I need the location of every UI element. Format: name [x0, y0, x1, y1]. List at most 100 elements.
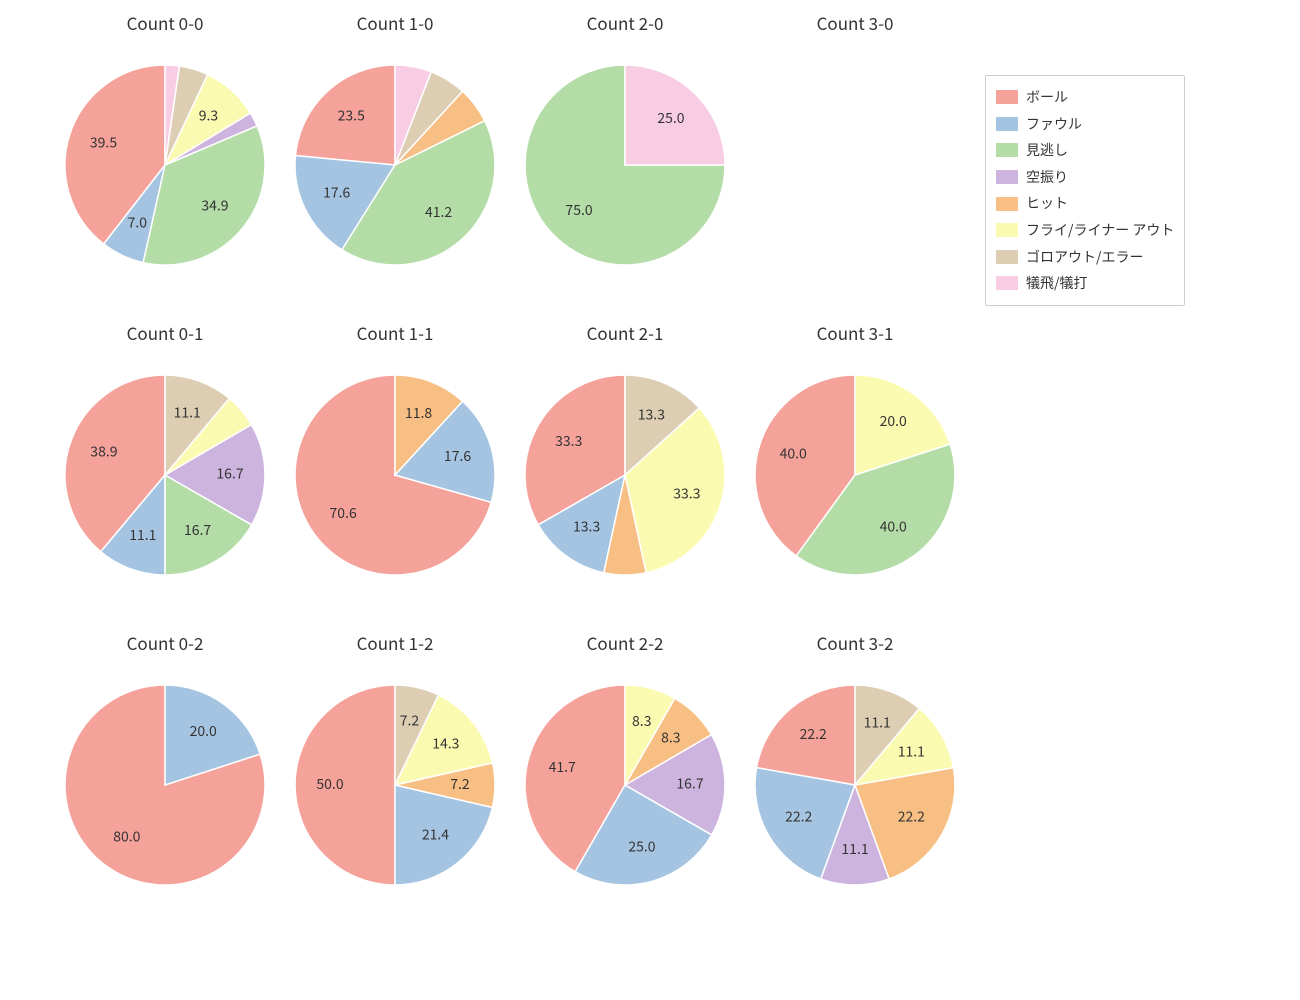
pie-holder: 39.57.034.99.3 — [50, 50, 280, 280]
slice-label: 16.7 — [216, 464, 243, 484]
pie-holder: 23.5 17.6 41.2 — [280, 50, 510, 280]
legend-label: ファウル — [1026, 111, 1082, 138]
pie-chart: 33.313.333.313.3 — [510, 360, 740, 590]
slice-label: 20.0 — [190, 721, 217, 741]
slice-label: 39.5 — [90, 133, 117, 153]
pie-chart: 75.025.0 — [510, 50, 740, 280]
slice-label: 22.2 — [785, 806, 812, 826]
panel-title: Count 0-1 — [50, 320, 280, 345]
legend-swatch — [996, 276, 1018, 290]
panel-c21: Count 2-133.313.333.313.3 — [510, 320, 740, 620]
slice-label: 41.2 — [425, 202, 452, 222]
pie-holder: 80.0 20.0 — [50, 670, 280, 900]
panel-title: Count 0-0 — [50, 10, 280, 35]
slice-label: 23.5 — [338, 106, 365, 126]
pie-chart: 70.617.611.8 — [280, 360, 510, 590]
legend-swatch — [996, 223, 1018, 237]
slice-label: 11.1 — [864, 713, 891, 733]
panel-c22: Count 2-2 41.7 25.0 16.7 8.3 8.3 — [510, 630, 740, 930]
legend-swatch — [996, 170, 1018, 184]
panel-c01: Count 0-1 38.9 11.1 16.7 16.7 11.1 — [50, 320, 280, 620]
slice-label: 40.0 — [780, 444, 807, 464]
slice-label: 7.0 — [128, 213, 148, 233]
slice-label: 25.0 — [628, 837, 655, 857]
pie-holder: 33.313.333.313.3 — [510, 360, 740, 590]
panel-title: Count 2-1 — [510, 320, 740, 345]
legend-item-hit: ヒット — [996, 190, 1174, 217]
panel-c12: Count 1-250.021.47.214.37.2 — [280, 630, 510, 930]
pie-chart: 80.0 20.0 — [50, 670, 280, 900]
legend: ボールファウル見逃し空振りヒットフライ/ライナー アウトゴロアウト/エラー犠飛/… — [985, 75, 1185, 306]
slice-label: 33.3 — [673, 484, 700, 504]
slice-label: 33.3 — [555, 431, 582, 451]
slice-label: 7.2 — [450, 774, 470, 794]
legend-item-swing: 空振り — [996, 164, 1174, 191]
panel-title: Count 3-2 — [740, 630, 970, 655]
pie-chart: 39.57.034.99.3 — [50, 50, 280, 280]
pie-holder: 22.222.211.122.211.111.1 — [740, 670, 970, 900]
slice-label: 75.0 — [565, 200, 592, 220]
panel-title: Count 1-0 — [280, 10, 510, 35]
slice-label: 17.6 — [323, 183, 350, 203]
slice-label: 16.7 — [184, 520, 211, 540]
panel-c30: Count 3-0 — [740, 10, 970, 310]
panel-title: Count 2-2 — [510, 630, 740, 655]
pie-chart: 40.0 40.0 20.0 — [740, 360, 970, 590]
legend-swatch — [996, 250, 1018, 264]
pie-holder: 41.7 25.0 16.7 8.3 8.3 — [510, 670, 740, 900]
slice-label: 11.1 — [841, 839, 868, 859]
slice-label: 41.7 — [549, 757, 576, 777]
slice-label: 11.1 — [174, 403, 201, 423]
pie-holder: 70.617.611.8 — [280, 360, 510, 590]
legend-label: フライ/ライナー アウト — [1026, 217, 1174, 244]
chart-root: Count 0-039.57.034.99.3Count 1-023.517.6… — [0, 0, 1300, 1000]
legend-label: 空振り — [1026, 164, 1068, 191]
legend-swatch — [996, 143, 1018, 157]
pie-chart: 22.222.211.122.211.111.1 — [740, 670, 970, 900]
panel-c10: Count 1-0 23.5 17.6 41.2 — [280, 10, 510, 310]
panel-c31: Count 3-1 40.0 40.0 20.0 — [740, 320, 970, 620]
slice-label: 13.3 — [638, 404, 665, 424]
legend-item-sac: 犠飛/犠打 — [996, 270, 1174, 297]
pie-chart: 38.9 11.1 16.7 16.7 11.1 — [50, 360, 280, 590]
slice-label: 16.7 — [676, 774, 703, 794]
slice-label: 11.8 — [405, 403, 432, 423]
legend-label: 見逃し — [1026, 137, 1068, 164]
slice-label: 9.3 — [199, 105, 218, 125]
panel-title: Count 3-1 — [740, 320, 970, 345]
legend-label: ボール — [1026, 84, 1068, 111]
panel-c02: Count 0-2 80.0 20.0 — [50, 630, 280, 930]
slice-label: 70.6 — [330, 503, 357, 523]
slice-label: 20.0 — [880, 411, 907, 431]
slice-label: 8.3 — [632, 711, 651, 731]
panel-c20: Count 2-075.025.0 — [510, 10, 740, 310]
pie-chart: 23.5 17.6 41.2 — [280, 50, 510, 280]
legend-swatch — [996, 117, 1018, 131]
panel-c32: Count 3-222.222.211.122.211.111.1 — [740, 630, 970, 930]
slice-label: 80.0 — [113, 826, 140, 846]
slice-label: 22.2 — [800, 724, 827, 744]
slice-label: 50.0 — [316, 774, 343, 794]
legend-label: ゴロアウト/エラー — [1026, 244, 1144, 271]
slice-label: 14.3 — [432, 733, 459, 753]
pie-chart: 41.7 25.0 16.7 8.3 8.3 — [510, 670, 740, 900]
panel-title: Count 1-2 — [280, 630, 510, 655]
slice-label: 38.9 — [90, 442, 117, 462]
pie-holder: 50.021.47.214.37.2 — [280, 670, 510, 900]
pie-slice-ball — [295, 685, 395, 885]
legend-swatch — [996, 90, 1018, 104]
slice-label: 40.0 — [880, 516, 907, 536]
pie-holder — [740, 50, 970, 280]
legend-item-groundout: ゴロアウト/エラー — [996, 244, 1174, 271]
legend-label: ヒット — [1026, 190, 1068, 217]
legend-item-looking: 見逃し — [996, 137, 1174, 164]
panel-c11: Count 1-170.617.611.8 — [280, 320, 510, 620]
slice-label: 21.4 — [422, 825, 449, 845]
slice-label: 8.3 — [661, 728, 680, 748]
legend-label: 犠飛/犠打 — [1026, 270, 1088, 297]
panel-title: Count 0-2 — [50, 630, 280, 655]
slice-label: 11.1 — [129, 525, 156, 545]
legend-swatch — [996, 197, 1018, 211]
slice-label: 22.2 — [898, 806, 925, 826]
pie-chart — [740, 50, 970, 280]
